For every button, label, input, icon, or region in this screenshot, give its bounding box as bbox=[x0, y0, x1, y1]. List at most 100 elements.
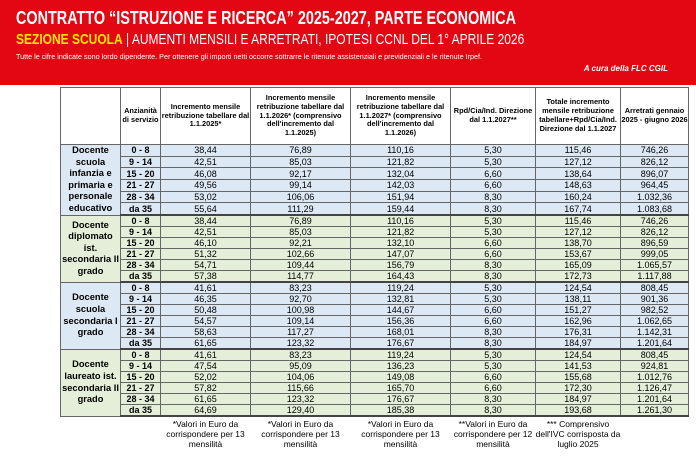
amount: 1.012,76 bbox=[620, 371, 689, 384]
amount: 38,44 bbox=[160, 214, 251, 228]
amount: 124,54 bbox=[535, 348, 621, 362]
group-label: Docente diplomato ist. secondaria II gra… bbox=[60, 214, 121, 283]
amount: 114,77 bbox=[250, 270, 351, 284]
amount: 123,32 bbox=[250, 393, 351, 406]
amount: 6,60 bbox=[450, 179, 536, 192]
amount: 142,03 bbox=[350, 179, 451, 192]
amount: 144,67 bbox=[350, 304, 451, 317]
amount: 115,46 bbox=[535, 214, 621, 228]
data-row: 15 - 20 46,10 92,21 132,10 6,60 138,70 896,59 bbox=[61, 237, 689, 250]
group-label: Docente scuola secondaria I grado bbox=[60, 281, 121, 350]
data-row: 15 - 20 50,48 100,98 144,67 6,60 151,27 982,52 bbox=[61, 304, 689, 317]
amount: 115,46 bbox=[535, 144, 621, 157]
amount: 51,32 bbox=[160, 248, 251, 261]
footnote: *** Comprensivo dell'IVC corrisposta da … bbox=[535, 416, 621, 460]
amount: 999,05 bbox=[620, 248, 689, 261]
amount: 5,30 bbox=[450, 348, 536, 362]
amount: 99,14 bbox=[250, 179, 351, 192]
seniority: 9 - 14 bbox=[120, 293, 161, 306]
amount: 164,43 bbox=[350, 270, 451, 284]
amount: 111,29 bbox=[250, 202, 351, 217]
amount: 165,09 bbox=[535, 259, 621, 272]
seniority: 28 - 34 bbox=[120, 393, 161, 406]
header-band: CONTRATTO “ISTRUZIONE E RICERCA” 2025-20… bbox=[0, 0, 696, 85]
amount: 1.201,64 bbox=[620, 337, 689, 351]
data-row: Docente laureato ist. secondaria II grad… bbox=[60, 348, 689, 417]
amount: 184,97 bbox=[535, 337, 621, 351]
seniority: 9 - 14 bbox=[120, 360, 161, 373]
seniority: 28 - 34 bbox=[120, 190, 161, 204]
salary-table: Anzianità di servizio Incremento mensile … bbox=[60, 87, 689, 460]
amount: 1.126,47 bbox=[620, 382, 689, 395]
data-row: da 35 64,69 129,40 185,38 8,30 193,68 1.261,30 bbox=[61, 404, 689, 418]
amount: 162,96 bbox=[535, 315, 621, 328]
data-row: da 35 57,38 114,77 164,43 8,30 172,73 1.117,88 bbox=[61, 270, 689, 284]
blank-cell bbox=[60, 416, 161, 460]
data-row: da 35 55,64 111,29 159,44 8,30 167,74 1.083,68 bbox=[61, 202, 689, 217]
seniority: 21 - 27 bbox=[120, 179, 161, 192]
amount: 156,79 bbox=[350, 259, 451, 272]
amount: 5,30 bbox=[450, 281, 536, 295]
amount: 123,32 bbox=[250, 337, 351, 351]
seniority: 28 - 34 bbox=[120, 326, 161, 339]
seniority: da 35 bbox=[120, 202, 161, 217]
column-header: Incremento mensile retribuzione tabellar… bbox=[160, 87, 251, 145]
seniority: da 35 bbox=[120, 270, 161, 284]
amount: 138,70 bbox=[535, 237, 621, 250]
amount: 38,44 bbox=[160, 144, 251, 157]
blank-cell bbox=[620, 416, 689, 460]
amount: 6,60 bbox=[450, 315, 536, 328]
amount: 5,30 bbox=[450, 226, 536, 239]
data-row: da 35 61,65 123,32 176,67 8,30 184,97 1.201,64 bbox=[61, 337, 689, 351]
seniority: 21 - 27 bbox=[120, 248, 161, 261]
amount: 64,69 bbox=[160, 404, 251, 418]
group-label: Docente laureato ist. secondaria II grad… bbox=[60, 348, 121, 417]
amount: 55,64 bbox=[160, 202, 251, 217]
data-row: 28 - 34 61,65 123,32 176,67 8,30 184,97 1.201,… bbox=[61, 393, 689, 406]
amount: 41,61 bbox=[160, 348, 251, 362]
amount: 1.083,68 bbox=[620, 202, 689, 217]
amount: 6,60 bbox=[450, 304, 536, 317]
amount: 924,81 bbox=[620, 360, 689, 373]
amount: 54,71 bbox=[160, 259, 251, 272]
amount: 95,09 bbox=[250, 360, 351, 373]
amount: 5,30 bbox=[450, 144, 536, 157]
amount: 159,44 bbox=[350, 202, 451, 217]
amount: 85,03 bbox=[250, 155, 351, 169]
seniority: 0 - 8 bbox=[120, 281, 161, 295]
amount: 1.117,88 bbox=[620, 270, 689, 284]
amount: 132,10 bbox=[350, 237, 451, 250]
amount: 129,40 bbox=[250, 404, 351, 418]
seniority: 0 - 8 bbox=[120, 144, 161, 157]
amount: 172,30 bbox=[535, 382, 621, 395]
data-row: Docente scuola infanzia e primaria e per… bbox=[60, 144, 689, 216]
amount: 5,30 bbox=[450, 293, 536, 306]
footnote: **Valori in Euro da corrispondere per 12… bbox=[450, 416, 536, 460]
amount: 901,36 bbox=[620, 293, 689, 306]
amount: 896,59 bbox=[620, 237, 689, 250]
amount: 176,67 bbox=[350, 393, 451, 406]
seniority: da 35 bbox=[120, 404, 161, 418]
amount: 76,89 bbox=[250, 214, 351, 228]
amount: 151,94 bbox=[350, 190, 451, 204]
amount: 6,60 bbox=[450, 248, 536, 261]
amount: 1.201,64 bbox=[620, 393, 689, 406]
amount: 8,30 bbox=[450, 393, 536, 406]
amount: 110,16 bbox=[350, 144, 451, 157]
amount: 119,24 bbox=[350, 348, 451, 362]
data-row: Docente diplomato ist. secondaria II gra… bbox=[60, 214, 689, 283]
amount: 61,65 bbox=[160, 393, 251, 406]
group-label: Docente scuola infanzia e primaria e per… bbox=[60, 144, 121, 216]
amount: 83,23 bbox=[250, 281, 351, 295]
amount: 982,52 bbox=[620, 304, 689, 317]
amount: 5,30 bbox=[450, 214, 536, 228]
amount: 53,02 bbox=[160, 190, 251, 204]
amount: 85,03 bbox=[250, 226, 351, 239]
amount: 141,53 bbox=[535, 360, 621, 373]
amount: 136,23 bbox=[350, 360, 451, 373]
subtitle: | AUMENTI MENSILI E ARRETRATI, IPOTESI C… bbox=[126, 31, 525, 48]
data-row: 28 - 34 58,63 117,27 168,01 8,30 176,31 1.142,… bbox=[61, 326, 689, 339]
amount: 127,12 bbox=[535, 226, 621, 239]
amount: 132,04 bbox=[350, 167, 451, 181]
